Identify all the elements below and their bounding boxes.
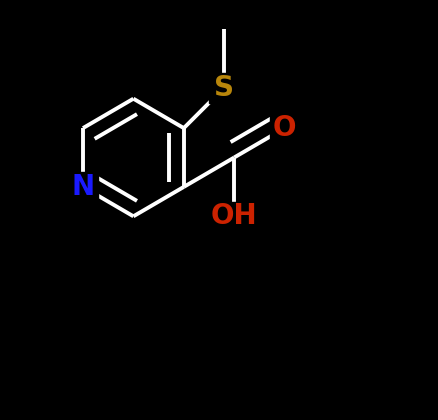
Text: S: S	[213, 74, 233, 102]
Bar	[269, 113, 299, 143]
Text: N: N	[71, 173, 94, 201]
Bar	[68, 172, 98, 202]
Text: OH: OH	[210, 202, 257, 230]
Bar	[208, 74, 238, 103]
Text: O: O	[272, 114, 296, 142]
Bar	[210, 202, 257, 231]
